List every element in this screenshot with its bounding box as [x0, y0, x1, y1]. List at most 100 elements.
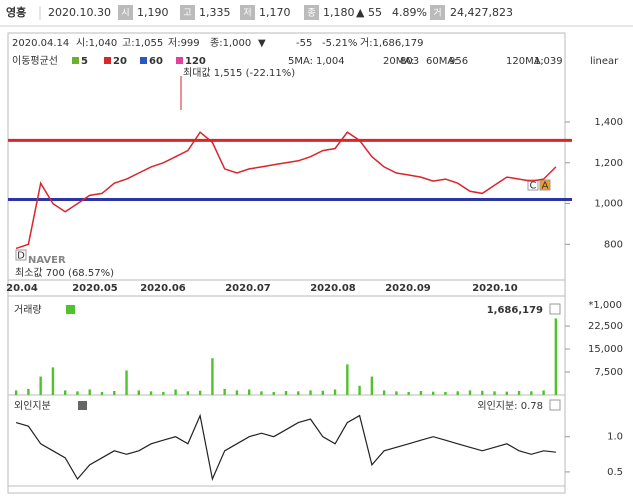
- info-low: 저:999: [168, 37, 200, 49]
- volume-bar: [382, 390, 386, 395]
- volume-bar: [149, 391, 153, 395]
- y-tick-label: 1,000: [594, 199, 623, 210]
- panel-last: 1,686,179: [487, 305, 543, 316]
- badge-label: D: [17, 251, 25, 262]
- change-pct: 4.89%: [392, 6, 427, 19]
- panel-title: 거래량: [14, 304, 42, 316]
- x-tick-label: 2020.06: [140, 283, 186, 294]
- date: 2020.10.30: [48, 6, 111, 19]
- info-date: 2020.04.14: [12, 38, 69, 49]
- volume-bar: [517, 391, 521, 395]
- x-tick-label: 2020.09: [385, 283, 431, 294]
- ma-value: 1,004: [316, 56, 345, 67]
- ma-value: 1,039: [534, 56, 563, 67]
- ma-name: 20: [113, 56, 127, 67]
- badge: [539, 179, 551, 191]
- y-tick-label: 1.0: [607, 432, 623, 443]
- badge: [15, 249, 27, 261]
- volume-bar: [456, 391, 459, 395]
- close: 1,180: [323, 6, 355, 19]
- watermark: NAVER: [28, 255, 66, 266]
- volume-bar: [64, 390, 67, 395]
- x-tick-label: 20.04: [6, 283, 38, 294]
- volume-bar: [542, 390, 545, 395]
- volume-label: 거: [433, 8, 441, 19]
- volume-bar: [137, 390, 140, 395]
- info-close: 종:1,000: [210, 37, 251, 49]
- volume-bar: [248, 389, 251, 395]
- volume-bar: [113, 391, 116, 395]
- volume-bar: [432, 391, 435, 395]
- info-change-pct: -5.21%: [322, 38, 357, 49]
- volume-bar: [530, 391, 533, 395]
- volume-bar: [51, 367, 55, 395]
- badge-label: A: [542, 181, 549, 192]
- volume-bar: [346, 364, 349, 395]
- y-tick-label: 1,400: [594, 117, 623, 128]
- ma-name: 120: [185, 56, 206, 67]
- x-tick-label: 2020.08: [310, 283, 356, 294]
- volume-bar: [100, 391, 104, 395]
- volume-bar: [468, 390, 472, 395]
- y-tick-label: 0.5: [607, 467, 623, 478]
- x-tick-label: 2020.10: [472, 283, 518, 294]
- ma-swatch: [104, 57, 111, 64]
- volume: 24,427,823: [450, 6, 513, 19]
- stock-name: 영흥: [6, 5, 26, 19]
- volume-bar: [505, 391, 508, 395]
- volume-bar: [309, 390, 312, 395]
- ma-swatch: [140, 57, 147, 64]
- volume-bar: [88, 389, 91, 395]
- volume-bar: [395, 391, 398, 395]
- ma-value-label: 60MA:: [426, 56, 457, 67]
- y-tick-label: 7,500: [594, 367, 623, 378]
- volume-bar: [481, 390, 484, 395]
- scale: linear: [590, 56, 619, 67]
- volume-bar: [272, 391, 275, 395]
- ma-title: 이동평균선: [12, 55, 58, 67]
- volume-bar: [407, 391, 410, 395]
- panel-title: 외인지분: [14, 400, 51, 412]
- volume-bar: [554, 318, 558, 395]
- open-label: 시: [121, 8, 129, 19]
- ma-swatch: [176, 57, 183, 64]
- ma-swatch: [72, 57, 79, 64]
- ma-value-label: 20MA:: [383, 56, 414, 67]
- volume-bar: [223, 388, 226, 395]
- price-line: [15, 131, 557, 250]
- close-button: [549, 303, 561, 315]
- panel-swatch: [78, 401, 87, 410]
- volume-bar: [358, 385, 361, 395]
- y-tick-label: 22,500: [588, 321, 623, 332]
- info-open: 시:1,040: [76, 37, 117, 49]
- y-tick-label: 800: [604, 239, 623, 250]
- badge-label: C: [530, 181, 537, 192]
- foreign-ratio-line: [15, 413, 556, 482]
- low: 1,170: [259, 6, 291, 19]
- info-volume: 거:1,686,179: [360, 37, 423, 49]
- open: 1,190: [137, 6, 169, 19]
- volume-bar: [174, 389, 177, 395]
- ma-name: 5: [81, 56, 88, 67]
- max-annotation: 최대값 1,515 (-22.11%): [183, 67, 295, 79]
- low-label: 저: [243, 8, 251, 19]
- volume-bar: [76, 391, 79, 395]
- volume-bar: [39, 376, 42, 395]
- volume-bar: [284, 391, 288, 395]
- info-arrow: ▼: [258, 38, 266, 49]
- volume-bar: [27, 388, 30, 395]
- ma-value-label: 5MA:: [288, 56, 313, 67]
- x-tick-label: 2020.07: [225, 283, 271, 294]
- volume-bar: [211, 358, 214, 395]
- panel-unit: *1,000: [588, 300, 622, 311]
- ma-value: 956: [449, 56, 468, 67]
- badge: [527, 179, 539, 191]
- high: 1,335: [199, 6, 231, 19]
- volume-bar: [260, 391, 263, 395]
- panel-last: 외인지분: 0.78: [477, 400, 543, 412]
- volume-bar: [321, 390, 324, 395]
- panel-swatch: [66, 305, 75, 314]
- volume-bar: [186, 391, 190, 395]
- volume-bar: [370, 376, 374, 395]
